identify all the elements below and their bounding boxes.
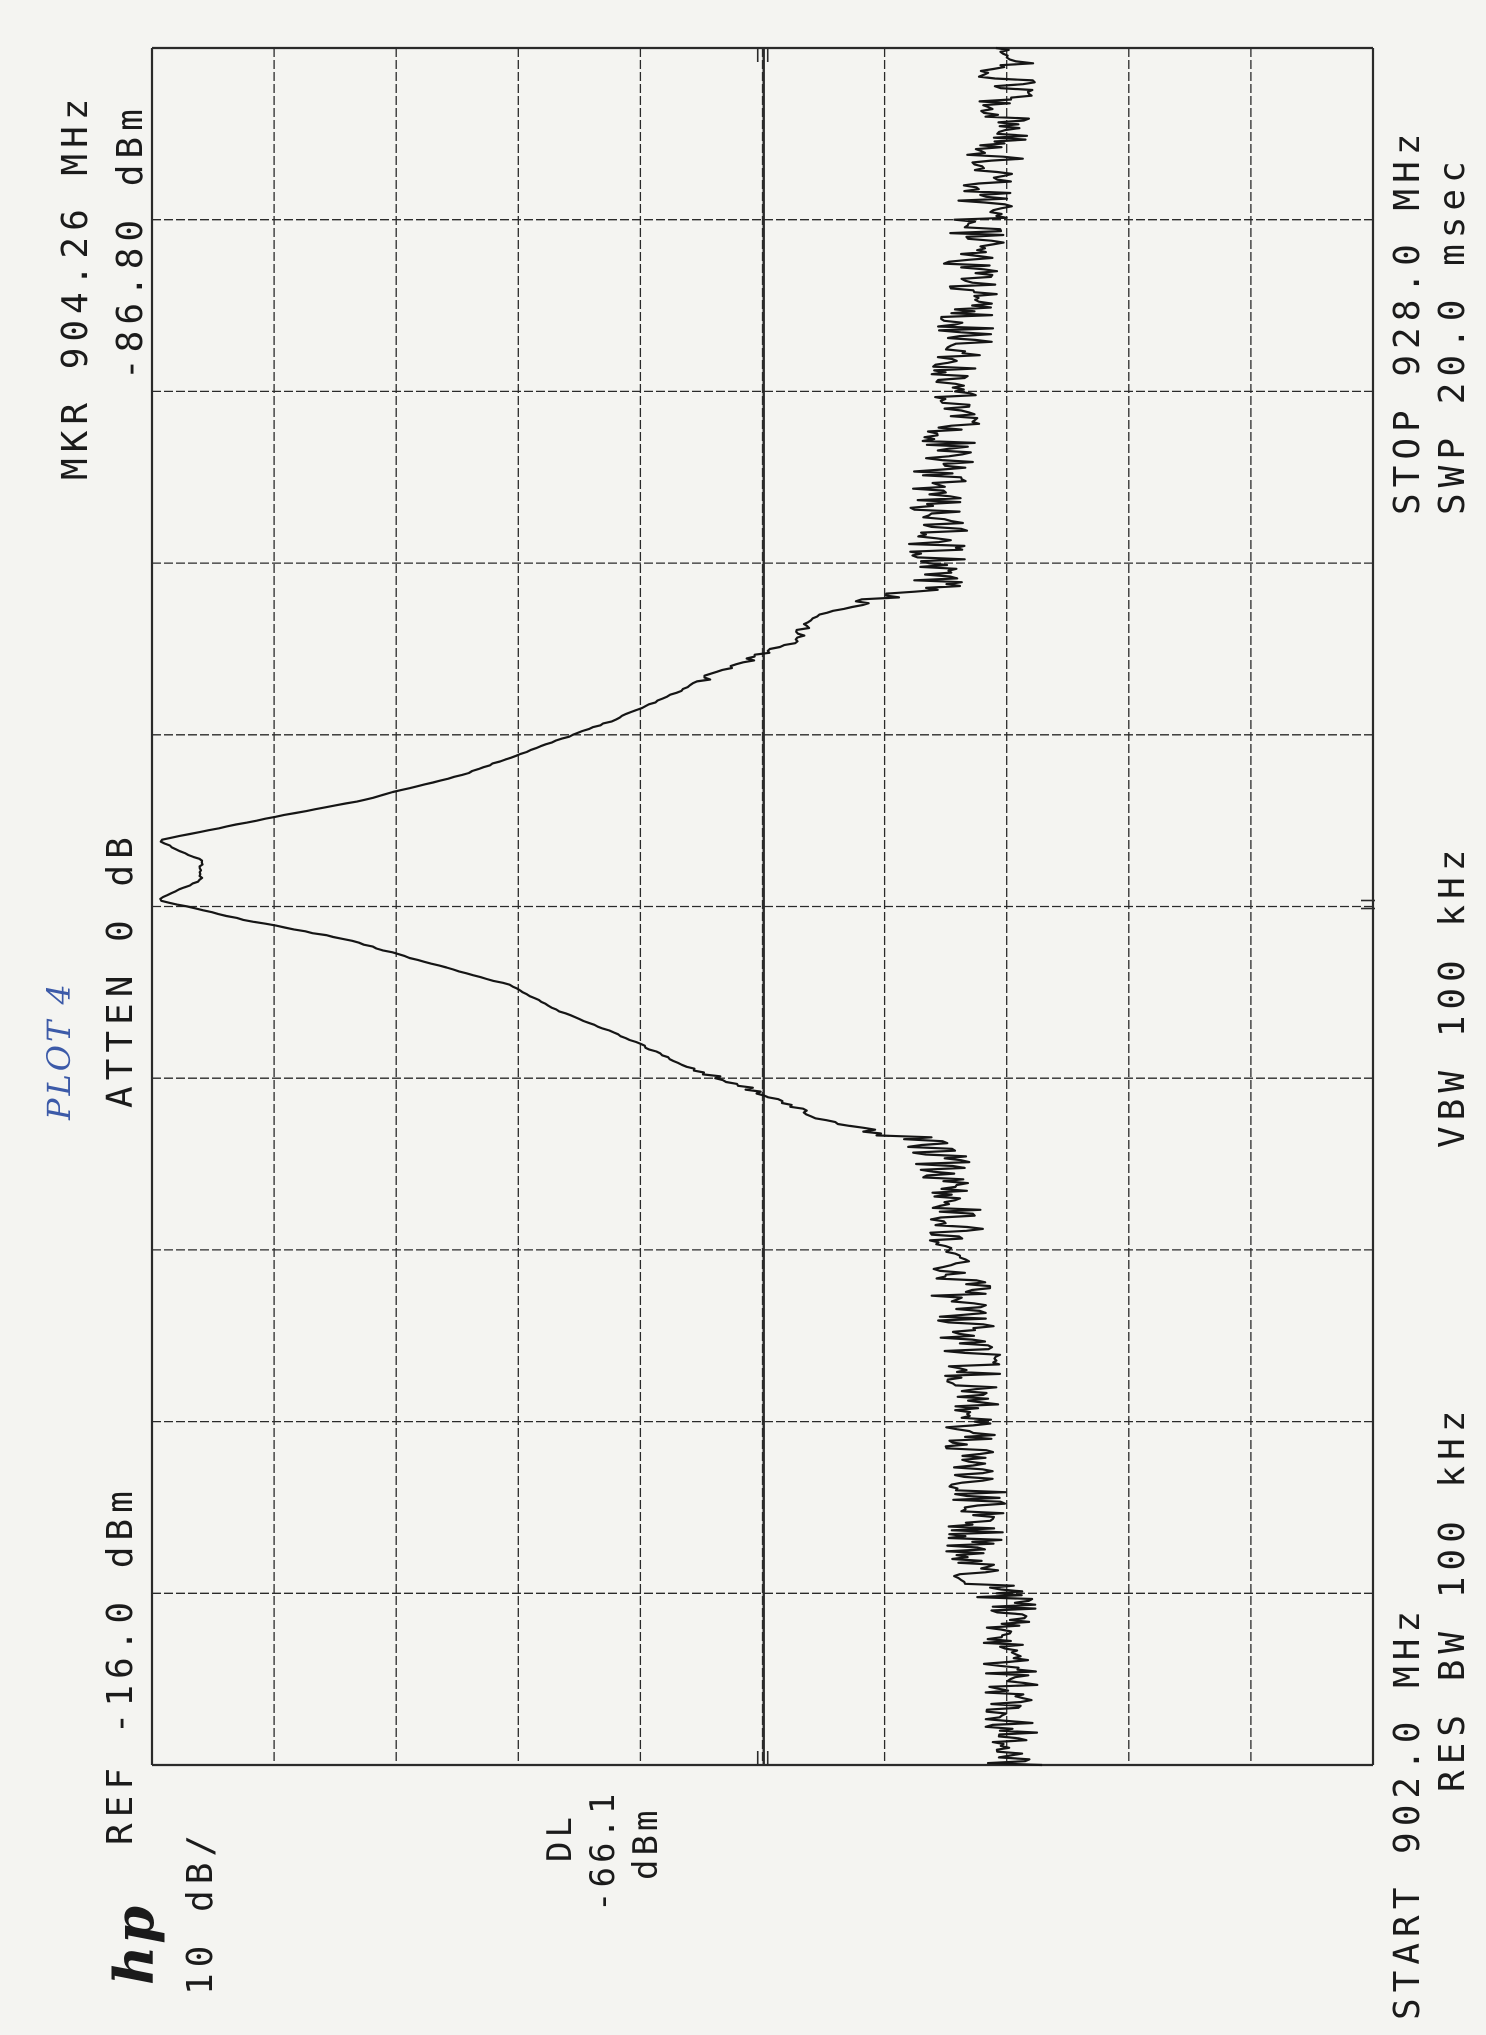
- vbw-label: VBW 100 kHz: [1432, 843, 1473, 1148]
- start-frequency-label: START 902.0 MHz: [1387, 1604, 1428, 2020]
- stop-frequency-label: STOP 928.0 MHz: [1387, 127, 1428, 515]
- handwritten-plot-note: PLOT 4: [40, 981, 78, 1120]
- ref-level-label: REF -16.0 dBm: [100, 1485, 141, 1845]
- res-bw-label: RES BW 100 kHz: [1432, 1404, 1473, 1792]
- marker-frequency-label: MKR 904.26 MHz: [55, 92, 96, 480]
- scale-label: 10 dB/: [180, 1828, 221, 1995]
- display-line-label: DL: [540, 1813, 580, 1862]
- sweep-time-label: SWP 20.0 msec: [1432, 155, 1473, 515]
- display-line-unit: dBm: [626, 1806, 666, 1880]
- hp-logo: hp: [102, 1903, 166, 1985]
- display-line-value: -66.1: [583, 1789, 623, 1912]
- spectrum-trace: [159, 46, 1043, 1767]
- marker-level-label: -86.80 dBm: [110, 103, 151, 380]
- graticule-grid: [150, 46, 1375, 1767]
- attenuation-label: ATTEN 0 dB: [100, 831, 141, 1108]
- trace-group: [159, 46, 1043, 1767]
